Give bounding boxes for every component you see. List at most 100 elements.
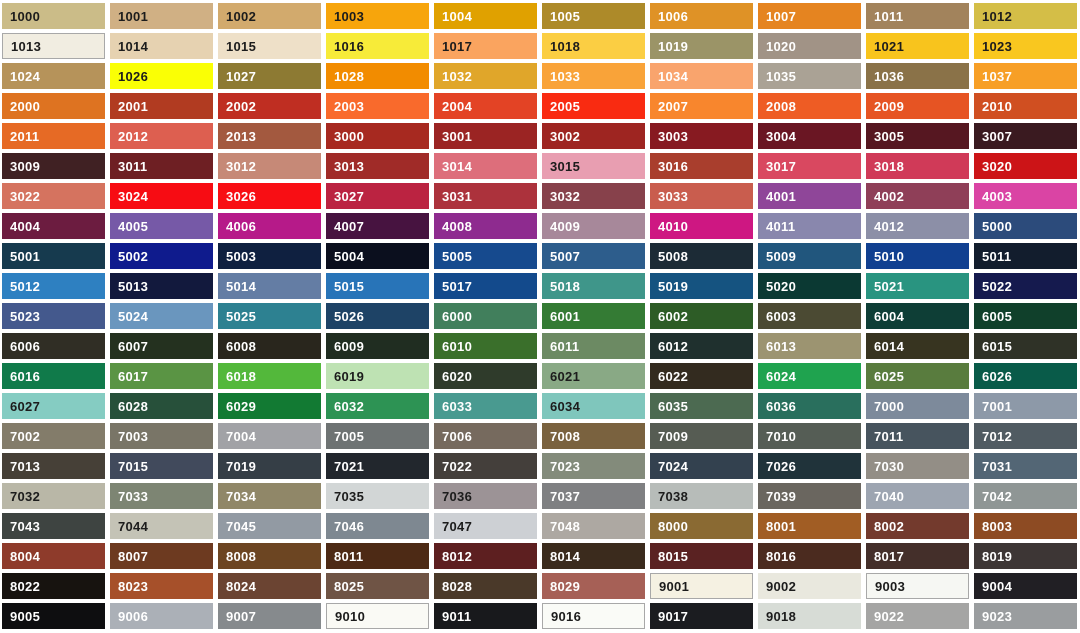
color-swatch-8017[interactable]: 8017: [866, 543, 969, 569]
color-swatch-3001[interactable]: 3001: [434, 123, 537, 149]
color-swatch-8002[interactable]: 8002: [866, 513, 969, 539]
color-swatch-4009[interactable]: 4009: [542, 213, 645, 239]
color-swatch-1037[interactable]: 1037: [974, 63, 1077, 89]
color-swatch-2009[interactable]: 2009: [866, 93, 969, 119]
color-swatch-1004[interactable]: 1004: [434, 3, 537, 29]
color-swatch-7004[interactable]: 7004: [218, 423, 321, 449]
color-swatch-6014[interactable]: 6014: [866, 333, 969, 359]
color-swatch-9007[interactable]: 9007: [218, 603, 321, 629]
color-swatch-7030[interactable]: 7030: [866, 453, 969, 479]
color-swatch-3014[interactable]: 3014: [434, 153, 537, 179]
color-swatch-1036[interactable]: 1036: [866, 63, 969, 89]
color-swatch-8025[interactable]: 8025: [326, 573, 429, 599]
color-swatch-8000[interactable]: 8000: [650, 513, 753, 539]
color-swatch-4001[interactable]: 4001: [758, 183, 861, 209]
color-swatch-1023[interactable]: 1023: [974, 33, 1077, 59]
color-swatch-3032[interactable]: 3032: [542, 183, 645, 209]
color-swatch-6002[interactable]: 6002: [650, 303, 753, 329]
color-swatch-7032[interactable]: 7032: [2, 483, 105, 509]
color-swatch-9005[interactable]: 9005: [2, 603, 105, 629]
color-swatch-6013[interactable]: 6013: [758, 333, 861, 359]
color-swatch-5011[interactable]: 5011: [974, 243, 1077, 269]
color-swatch-7000[interactable]: 7000: [866, 393, 969, 419]
color-swatch-7031[interactable]: 7031: [974, 453, 1077, 479]
color-swatch-6034[interactable]: 6034: [542, 393, 645, 419]
color-swatch-6035[interactable]: 6035: [650, 393, 753, 419]
color-swatch-6018[interactable]: 6018: [218, 363, 321, 389]
color-swatch-5014[interactable]: 5014: [218, 273, 321, 299]
color-swatch-1020[interactable]: 1020: [758, 33, 861, 59]
color-swatch-7013[interactable]: 7013: [2, 453, 105, 479]
color-swatch-3015[interactable]: 3015: [542, 153, 645, 179]
color-swatch-5025[interactable]: 5025: [218, 303, 321, 329]
color-swatch-7026[interactable]: 7026: [758, 453, 861, 479]
color-swatch-4010[interactable]: 4010: [650, 213, 753, 239]
color-swatch-1027[interactable]: 1027: [218, 63, 321, 89]
color-swatch-3033[interactable]: 3033: [650, 183, 753, 209]
color-swatch-9004[interactable]: 9004: [974, 573, 1077, 599]
color-swatch-5005[interactable]: 5005: [434, 243, 537, 269]
color-swatch-6011[interactable]: 6011: [542, 333, 645, 359]
color-swatch-5004[interactable]: 5004: [326, 243, 429, 269]
color-swatch-6000[interactable]: 6000: [434, 303, 537, 329]
color-swatch-3026[interactable]: 3026: [218, 183, 321, 209]
color-swatch-6036[interactable]: 6036: [758, 393, 861, 419]
color-swatch-7010[interactable]: 7010: [758, 423, 861, 449]
color-swatch-3011[interactable]: 3011: [110, 153, 213, 179]
color-swatch-1018[interactable]: 1018: [542, 33, 645, 59]
color-swatch-6005[interactable]: 6005: [974, 303, 1077, 329]
color-swatch-2012[interactable]: 2012: [110, 123, 213, 149]
color-swatch-5009[interactable]: 5009: [758, 243, 861, 269]
color-swatch-2004[interactable]: 2004: [434, 93, 537, 119]
color-swatch-6008[interactable]: 6008: [218, 333, 321, 359]
color-swatch-8016[interactable]: 8016: [758, 543, 861, 569]
color-swatch-7047[interactable]: 7047: [434, 513, 537, 539]
color-swatch-7019[interactable]: 7019: [218, 453, 321, 479]
color-swatch-7035[interactable]: 7035: [326, 483, 429, 509]
color-swatch-8023[interactable]: 8023: [110, 573, 213, 599]
color-swatch-7042[interactable]: 7042: [974, 483, 1077, 509]
color-swatch-3005[interactable]: 3005: [866, 123, 969, 149]
color-swatch-5024[interactable]: 5024: [110, 303, 213, 329]
color-swatch-8003[interactable]: 8003: [974, 513, 1077, 539]
color-swatch-8012[interactable]: 8012: [434, 543, 537, 569]
color-swatch-6027[interactable]: 6027: [2, 393, 105, 419]
color-swatch-5021[interactable]: 5021: [866, 273, 969, 299]
color-swatch-3009[interactable]: 3009: [2, 153, 105, 179]
color-swatch-7038[interactable]: 7038: [650, 483, 753, 509]
color-swatch-2010[interactable]: 2010: [974, 93, 1077, 119]
color-swatch-7024[interactable]: 7024: [650, 453, 753, 479]
color-swatch-7048[interactable]: 7048: [542, 513, 645, 539]
color-swatch-2003[interactable]: 2003: [326, 93, 429, 119]
color-swatch-5010[interactable]: 5010: [866, 243, 969, 269]
color-swatch-1028[interactable]: 1028: [326, 63, 429, 89]
color-swatch-6010[interactable]: 6010: [434, 333, 537, 359]
color-swatch-1034[interactable]: 1034: [650, 63, 753, 89]
color-swatch-6016[interactable]: 6016: [2, 363, 105, 389]
color-swatch-9017[interactable]: 9017: [650, 603, 753, 629]
color-swatch-4003[interactable]: 4003: [974, 183, 1077, 209]
color-swatch-1016[interactable]: 1016: [326, 33, 429, 59]
color-swatch-3031[interactable]: 3031: [434, 183, 537, 209]
color-swatch-3002[interactable]: 3002: [542, 123, 645, 149]
color-swatch-7012[interactable]: 7012: [974, 423, 1077, 449]
color-swatch-7043[interactable]: 7043: [2, 513, 105, 539]
color-swatch-7023[interactable]: 7023: [542, 453, 645, 479]
color-swatch-1032[interactable]: 1032: [434, 63, 537, 89]
color-swatch-7036[interactable]: 7036: [434, 483, 537, 509]
color-swatch-6017[interactable]: 6017: [110, 363, 213, 389]
color-swatch-8024[interactable]: 8024: [218, 573, 321, 599]
color-swatch-3016[interactable]: 3016: [650, 153, 753, 179]
color-swatch-9011[interactable]: 9011: [434, 603, 537, 629]
color-swatch-7008[interactable]: 7008: [542, 423, 645, 449]
color-swatch-7046[interactable]: 7046: [326, 513, 429, 539]
color-swatch-2005[interactable]: 2005: [542, 93, 645, 119]
color-swatch-4006[interactable]: 4006: [218, 213, 321, 239]
color-swatch-3022[interactable]: 3022: [2, 183, 105, 209]
color-swatch-7011[interactable]: 7011: [866, 423, 969, 449]
color-swatch-1017[interactable]: 1017: [434, 33, 537, 59]
color-swatch-3020[interactable]: 3020: [974, 153, 1077, 179]
color-swatch-5023[interactable]: 5023: [2, 303, 105, 329]
color-swatch-7040[interactable]: 7040: [866, 483, 969, 509]
color-swatch-3012[interactable]: 3012: [218, 153, 321, 179]
